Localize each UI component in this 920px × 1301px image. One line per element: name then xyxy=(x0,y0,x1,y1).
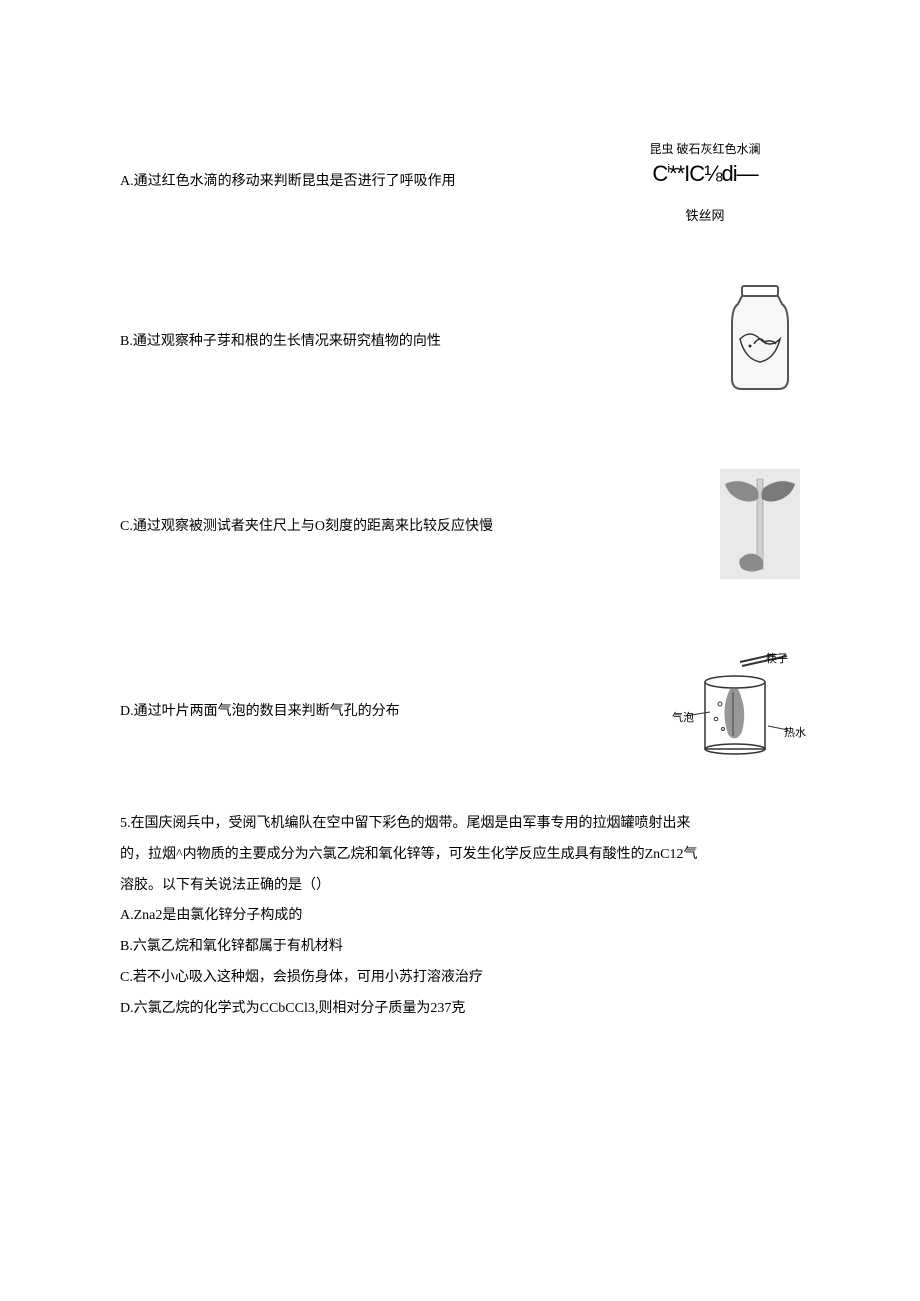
diagram-a-formula: Ci**IC⅛di— xyxy=(610,161,800,187)
option-c-row: C.通过观察被测试者夹住尺上与O刻度的距离来比较反应快慢 xyxy=(120,469,800,584)
option-a-diagram: 昆虫 破石灰红色水澜 Ci**IC⅛di— 铁丝网 xyxy=(610,140,800,224)
q5-line-0: 5.在国庆阅兵中，受阅飞机编队在空中留下彩色的烟带。尾烟是由军事专用的拉烟罐喷射… xyxy=(120,809,800,840)
hands-ruler-icon xyxy=(720,469,800,579)
option-b-text: B.通过观察种子芽和根的生长情况来研究植物的向性 xyxy=(120,329,700,354)
beaker-icon xyxy=(680,654,800,764)
q5-line-3: A.Zna2是由氯化锌分子构成的 xyxy=(120,901,800,932)
q5-line-1: 的，拉烟^内物质的主要成分为六氯乙烷和氧化锌等，可发生化学反应生成具有酸性的Zn… xyxy=(120,840,800,871)
option-d-row: D.通过叶片两面气泡的数目来判断气孔的分布 筷子 气泡 热水 xyxy=(120,654,800,769)
diagram-a-bottom-label: 铁丝网 xyxy=(610,205,800,224)
option-c-text: C.通过观察被测试者夹住尺上与O刻度的距离来比较反应快慢 xyxy=(120,514,700,539)
q5-line-2: 溶胶。以下有关说法正确的是（） xyxy=(120,871,800,902)
diagram-a-top-label: 昆虫 破石灰红色水澜 xyxy=(610,140,800,157)
q5-line-4: B.六氯乙烷和氧化锌都属于有机材料 xyxy=(120,932,800,963)
beaker-label-right: 热水 xyxy=(784,724,806,740)
option-c-image xyxy=(720,469,800,584)
jar-icon xyxy=(720,284,800,394)
option-d-image: 筷子 气泡 热水 xyxy=(680,654,800,769)
q5-line-6: D.六氯乙烷的化学式为CCbCCl3,则相对分子质量为237克 xyxy=(120,994,800,1025)
option-b-row: B.通过观察种子芽和根的生长情况来研究植物的向性 xyxy=(120,284,800,399)
beaker-label-left: 气泡 xyxy=(672,709,694,725)
q5-line-5: C.若不小心吸入这种烟，会损伤身体，可用小苏打溶液治疗 xyxy=(120,963,800,994)
option-d-text: D.通过叶片两面气泡的数目来判断气孔的分布 xyxy=(120,699,660,724)
option-a-row: A.通过红色水滴的移动来判断昆虫是否进行了呼吸作用 昆虫 破石灰红色水澜 Ci*… xyxy=(120,140,800,224)
option-b-image xyxy=(720,284,800,399)
option-a-text: A.通过红色水滴的移动来判断昆虫是否进行了呼吸作用 xyxy=(120,169,590,194)
question-5: 5.在国庆阅兵中，受阅飞机编队在空中留下彩色的烟带。尾烟是由军事专用的拉烟罐喷射… xyxy=(120,809,800,1025)
beaker-label-top: 筷子 xyxy=(766,650,788,666)
